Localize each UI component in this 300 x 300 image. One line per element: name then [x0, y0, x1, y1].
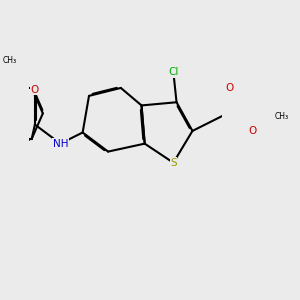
Text: O: O [249, 126, 257, 136]
Text: CH₃: CH₃ [275, 112, 289, 121]
Text: S: S [170, 158, 177, 168]
Text: CH₃: CH₃ [3, 56, 17, 65]
Text: O: O [31, 85, 39, 94]
Text: O: O [225, 83, 233, 93]
Text: Cl: Cl [168, 67, 178, 77]
Text: NH: NH [52, 139, 68, 148]
